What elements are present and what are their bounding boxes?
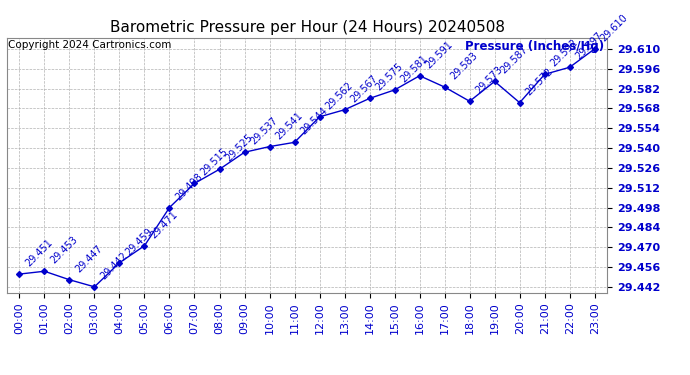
Text: 29.597: 29.597 [574, 31, 605, 62]
Text: Pressure (Inches/Hg): Pressure (Inches/Hg) [465, 40, 604, 53]
Text: Copyright 2024 Cartronics.com: Copyright 2024 Cartronics.com [8, 40, 172, 50]
Text: 29.573: 29.573 [474, 64, 505, 96]
Text: 29.592: 29.592 [549, 38, 580, 69]
Text: 29.575: 29.575 [374, 62, 405, 93]
Text: 29.525: 29.525 [224, 132, 255, 164]
Text: 29.562: 29.562 [324, 80, 355, 111]
Text: 29.583: 29.583 [448, 51, 480, 81]
Text: 29.442: 29.442 [99, 250, 130, 281]
Text: 29.572: 29.572 [524, 66, 555, 97]
Text: 29.591: 29.591 [424, 39, 455, 70]
Text: 29.587: 29.587 [499, 45, 530, 76]
Text: 29.451: 29.451 [23, 237, 55, 268]
Text: 29.567: 29.567 [348, 73, 380, 104]
Title: Barometric Pressure per Hour (24 Hours) 20240508: Barometric Pressure per Hour (24 Hours) … [110, 20, 504, 35]
Text: 29.515: 29.515 [199, 147, 230, 178]
Text: 29.453: 29.453 [48, 235, 79, 266]
Text: 29.459: 29.459 [124, 226, 155, 257]
Text: 29.610: 29.610 [599, 12, 630, 43]
Text: 29.498: 29.498 [174, 171, 204, 202]
Text: 29.581: 29.581 [399, 53, 430, 84]
Text: 29.447: 29.447 [74, 243, 105, 274]
Text: 29.537: 29.537 [248, 116, 280, 147]
Text: 29.541: 29.541 [274, 110, 305, 141]
Text: 29.471: 29.471 [148, 209, 179, 240]
Text: 29.544: 29.544 [299, 106, 330, 137]
